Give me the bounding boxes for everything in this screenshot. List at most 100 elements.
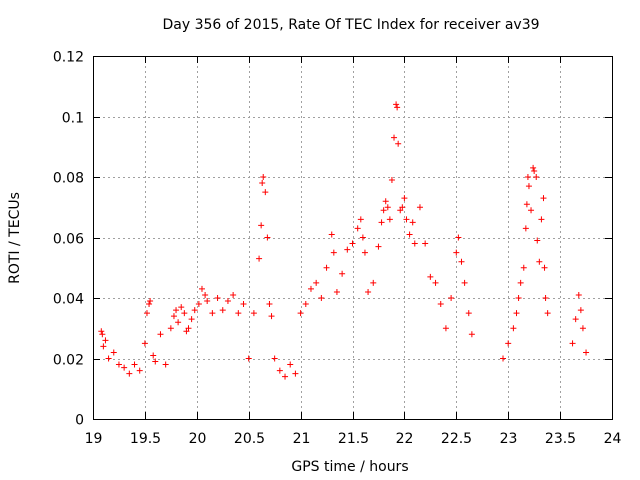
data-point xyxy=(465,310,472,317)
data-point xyxy=(121,364,128,371)
data-point xyxy=(522,225,529,232)
data-point xyxy=(513,310,520,317)
data-point xyxy=(583,349,590,356)
data-point xyxy=(141,340,148,347)
data-points xyxy=(98,101,590,380)
data-point xyxy=(510,325,517,332)
data-point xyxy=(442,325,449,332)
y-tick-label: 0.12 xyxy=(53,50,84,66)
chart-title: Day 356 of 2015, Rate Of TEC Index for r… xyxy=(162,17,539,33)
data-point xyxy=(422,240,429,247)
data-point xyxy=(541,264,548,271)
data-point xyxy=(126,370,133,377)
data-point xyxy=(102,337,109,344)
data-point xyxy=(191,307,198,314)
data-point xyxy=(339,270,346,277)
data-point xyxy=(115,361,122,368)
data-point xyxy=(260,174,267,180)
data-point xyxy=(292,370,299,377)
data-point xyxy=(214,295,221,301)
data-point xyxy=(256,255,263,262)
data-point xyxy=(525,183,532,190)
data-point xyxy=(375,243,382,250)
data-point xyxy=(395,140,402,147)
data-point xyxy=(150,352,157,359)
data-point xyxy=(401,195,408,202)
data-point xyxy=(531,167,538,174)
data-point xyxy=(302,301,309,308)
data-point xyxy=(448,295,455,301)
data-point xyxy=(523,201,530,208)
data-point xyxy=(520,264,527,271)
data-point xyxy=(365,288,372,295)
data-point xyxy=(359,234,366,241)
data-point xyxy=(230,291,237,298)
data-point xyxy=(266,301,273,308)
data-point xyxy=(380,207,387,214)
data-point xyxy=(224,298,231,305)
data-point xyxy=(147,298,154,305)
x-tick-label: 22.5 xyxy=(441,431,472,447)
data-point xyxy=(577,307,584,314)
data-point xyxy=(245,355,252,362)
data-point xyxy=(287,361,294,368)
data-point xyxy=(354,225,361,232)
y-axis-label: ROTI / TECUs xyxy=(7,192,23,284)
x-tick-label: 21.5 xyxy=(338,431,369,447)
x-tick-label: 19 xyxy=(85,431,103,447)
data-point xyxy=(307,285,314,292)
data-point xyxy=(391,134,398,141)
data-point xyxy=(235,310,242,317)
x-tick-label: 23 xyxy=(500,431,518,447)
y-tick-label: 0.02 xyxy=(53,353,84,369)
data-point xyxy=(357,216,364,223)
x-tick-label: 20.5 xyxy=(234,431,265,447)
data-point xyxy=(110,349,117,356)
y-axis-ticks: 0 0.02 0.04 0.06 0.08 0.1 0.12 xyxy=(53,50,612,429)
x-tick-label: 22 xyxy=(396,431,414,447)
data-point xyxy=(105,355,112,362)
data-point xyxy=(185,325,192,332)
x-tick-label: 19.5 xyxy=(130,431,161,447)
data-point xyxy=(468,331,475,338)
data-point xyxy=(271,355,278,362)
data-point xyxy=(432,279,439,286)
data-point xyxy=(146,301,153,308)
data-point xyxy=(458,258,465,265)
data-point xyxy=(136,367,143,374)
x-tick-label: 21 xyxy=(293,431,311,447)
data-point xyxy=(397,207,404,214)
data-point xyxy=(276,367,283,374)
data-point xyxy=(264,234,271,241)
data-point xyxy=(370,279,377,286)
data-point xyxy=(533,174,540,180)
y-tick-label: 0.06 xyxy=(53,232,84,248)
data-point xyxy=(528,207,535,214)
data-point xyxy=(198,285,205,292)
data-point xyxy=(100,343,107,350)
data-point xyxy=(313,279,320,286)
y-tick-label: 0.1 xyxy=(62,111,84,127)
data-point xyxy=(524,174,531,180)
data-point xyxy=(437,301,444,308)
data-point xyxy=(178,304,185,311)
x-tick-label: 20 xyxy=(189,431,207,447)
data-point xyxy=(394,104,401,111)
data-point xyxy=(282,373,289,380)
grid-lines xyxy=(93,56,612,419)
data-point xyxy=(349,240,356,247)
data-point xyxy=(323,264,330,271)
data-point xyxy=(259,180,266,187)
data-point xyxy=(378,219,385,226)
data-point xyxy=(361,249,368,256)
data-point xyxy=(328,231,335,238)
y-tick-label: 0.04 xyxy=(53,292,84,308)
data-point xyxy=(173,307,180,314)
x-axis-label: GPS time / hours xyxy=(291,459,408,475)
data-point xyxy=(188,316,195,323)
data-point xyxy=(403,216,410,223)
data-point xyxy=(382,198,389,205)
data-point xyxy=(268,313,275,320)
data-point xyxy=(209,310,216,317)
data-point xyxy=(98,328,105,335)
